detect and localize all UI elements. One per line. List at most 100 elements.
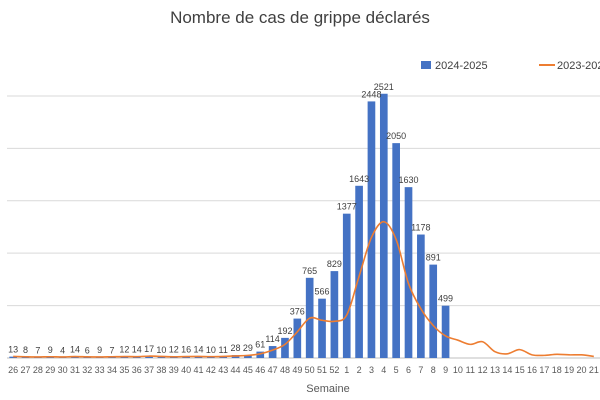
x-tick-label: 39: [169, 365, 179, 375]
x-tick-label: 49: [292, 365, 302, 375]
x-tick-label: 44: [231, 365, 241, 375]
bar: [157, 356, 166, 358]
bar: [367, 101, 376, 358]
data-label: 891: [426, 253, 441, 263]
data-label: 14: [132, 345, 142, 355]
bar: [194, 356, 203, 358]
x-tick-label: 11: [466, 365, 475, 375]
x-tick-label: 42: [206, 365, 216, 375]
x-tick-label: 16: [527, 365, 537, 375]
data-label: 61: [255, 340, 265, 350]
x-tick-label: 29: [45, 365, 55, 375]
x-tick-label: 50: [305, 365, 315, 375]
x-tick-label: 4: [381, 365, 386, 375]
x-tick-label: 43: [218, 365, 228, 375]
x-tick-label: 52: [329, 365, 339, 375]
line-series: [13, 220, 594, 358]
x-tick-label: 5: [394, 365, 399, 375]
bar: [342, 213, 351, 358]
x-tick-label: 19: [564, 365, 574, 375]
data-label: 829: [327, 259, 342, 269]
bar: [108, 357, 116, 358]
data-label: 12: [119, 345, 129, 355]
data-label: 1178: [411, 223, 430, 233]
x-tick-label: 32: [82, 365, 92, 375]
data-label: 11: [219, 345, 228, 355]
x-tick-label: 7: [418, 365, 423, 375]
data-label: 10: [156, 345, 166, 355]
data-label: 2448: [361, 89, 381, 99]
line-path: [13, 220, 594, 358]
data-label: 28: [231, 343, 241, 353]
data-label: 2521: [374, 82, 394, 92]
bar: [219, 356, 228, 358]
x-tick-label: 13: [490, 365, 500, 375]
bar: [404, 187, 413, 358]
bar: [9, 356, 18, 358]
x-tick-label: 33: [95, 365, 105, 375]
x-tick-label: 20: [576, 365, 586, 375]
x-tick-label: 17: [539, 365, 549, 375]
x-tick-label: 2: [357, 365, 362, 375]
x-tick-label: 1: [344, 365, 349, 375]
x-tick-labels: 26 27 28 29 30 31 32 33 34 35 36 37 38 39 40 41 42 43 44 45…: [8, 365, 599, 375]
bar: [330, 271, 339, 358]
x-tick-label: 45: [243, 365, 253, 375]
bar: [441, 305, 450, 358]
data-label: 6: [85, 345, 90, 355]
data-label: 376: [290, 307, 305, 317]
bar: [417, 234, 425, 358]
x-tick-label: 30: [58, 365, 68, 375]
x-tick-label: 15: [515, 365, 525, 375]
x-tick-label: 37: [144, 365, 154, 375]
x-tick-label: 12: [478, 365, 488, 375]
x-tick-label: 31: [70, 365, 80, 375]
bar: [379, 93, 388, 359]
data-label: 2050: [386, 131, 406, 141]
data-label: 566: [315, 287, 330, 297]
x-tick-label: 46: [255, 365, 265, 375]
bar: [355, 185, 363, 358]
bar: [268, 346, 277, 358]
data-label: 499: [438, 294, 453, 304]
data-label: 10: [206, 345, 216, 355]
bar: [120, 356, 129, 358]
x-tick-label: 14: [502, 365, 512, 375]
x-tick-label: 21: [589, 365, 599, 375]
data-label: 12: [169, 345, 179, 355]
data-label: 114: [265, 334, 279, 344]
x-tick-label: 8: [431, 365, 436, 375]
data-label: 192: [277, 326, 292, 336]
x-tick-label: 10: [453, 365, 463, 375]
data-label: 29: [243, 343, 253, 353]
data-label: 1630: [398, 175, 418, 185]
x-tick-label: 27: [21, 365, 31, 375]
legend: 2024-2025 2023-202: [421, 60, 600, 72]
bar: [207, 356, 215, 358]
bar: [429, 264, 438, 358]
x-tick-label: 18: [552, 365, 562, 375]
data-label: 7: [110, 345, 115, 355]
x-tick-label: 38: [156, 365, 166, 375]
bar: [145, 356, 153, 358]
data-labels: 13 8 7 9 4 14 6 9 7 12 14 17 10 12 16 14 10 11 28 29 6111419…: [8, 82, 453, 356]
x-tick-label: 47: [268, 365, 278, 375]
x-tick-label: 6: [406, 365, 411, 375]
x-tick-label: 34: [107, 365, 117, 375]
legend-swatch-bar: [421, 61, 431, 69]
bar: [392, 143, 400, 358]
data-label: 1643: [349, 174, 369, 184]
x-tick-label: 36: [132, 365, 142, 375]
data-label: 9: [48, 345, 53, 355]
data-label: 9: [97, 345, 102, 355]
legend-label-line: 2023-202: [557, 60, 600, 72]
legend-label-bar: 2024-2025: [435, 60, 488, 72]
data-label: 7: [35, 345, 40, 355]
bar: [281, 337, 289, 358]
data-label: 14: [193, 345, 203, 355]
data-label: 4: [60, 346, 65, 356]
x-tick-label: 26: [8, 365, 18, 375]
data-label: 17: [144, 344, 154, 354]
x-tick-label: 3: [369, 365, 374, 375]
